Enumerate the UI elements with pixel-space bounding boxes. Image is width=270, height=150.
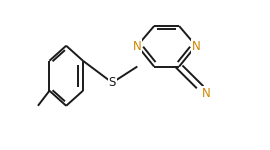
Text: S: S bbox=[109, 76, 116, 89]
Text: N: N bbox=[133, 40, 141, 53]
Text: N: N bbox=[202, 87, 211, 100]
Text: N: N bbox=[192, 40, 201, 53]
